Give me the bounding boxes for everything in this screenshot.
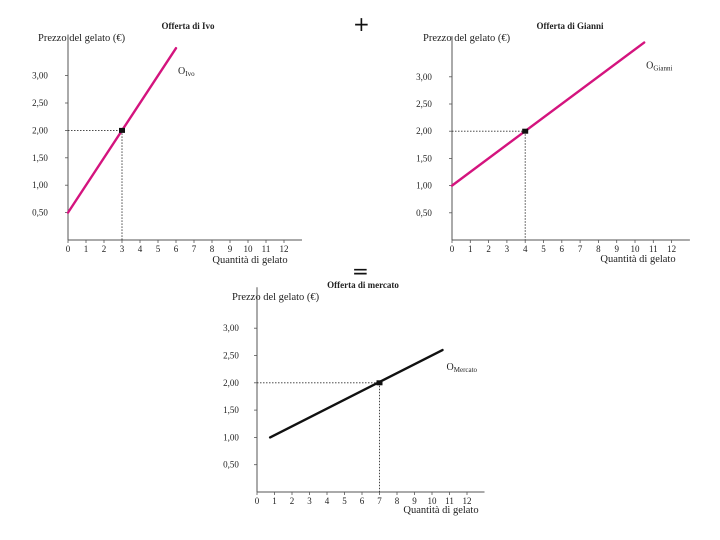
x-tick-label: 11 <box>262 244 271 254</box>
chart-title: Offerta di Gianni <box>537 21 604 31</box>
x-tick-label: 2 <box>486 244 491 254</box>
x-tick-label: 7 <box>578 244 583 254</box>
x-tick-label: 0 <box>66 244 71 254</box>
y-tick-label: 3,00 <box>416 72 432 82</box>
x-tick-label: 1 <box>468 244 473 254</box>
x-tick-label: 4 <box>138 244 143 254</box>
x-tick-label: 0 <box>255 496 260 506</box>
supply-curve-label: OGianni <box>646 61 672 73</box>
x-tick-label: 10 <box>428 496 438 506</box>
x-tick-label: 5 <box>541 244 546 254</box>
x-tick-label: 10 <box>631 244 641 254</box>
supply-curve-subscript: Mercato <box>454 366 478 374</box>
equilibrium-point <box>522 128 529 134</box>
y-tick-label: 1,00 <box>223 432 239 442</box>
x-tick-label: 4 <box>325 496 330 506</box>
x-tick-label: 8 <box>395 496 400 506</box>
chart-title: Offerta di mercato <box>327 280 399 290</box>
supply-curve <box>450 41 646 187</box>
supply-curve-subscript: Gianni <box>653 65 672 73</box>
y-tick-label: 0,50 <box>32 208 48 218</box>
x-tick-label: 2 <box>102 244 107 254</box>
x-tick-label: 8 <box>210 244 215 254</box>
y-tick-label: 3,00 <box>32 71 48 81</box>
y-tick-label: 0,50 <box>223 460 239 470</box>
x-tick-label: 9 <box>228 244 233 254</box>
supply-curve-label: OIvo <box>178 66 195 78</box>
y-axis-label: Prezzo del gelato (€) <box>38 33 126 44</box>
supply-curve-label: OMercato <box>447 362 478 374</box>
y-tick-label: 2,00 <box>416 126 432 136</box>
x-tick-label: 3 <box>120 244 125 254</box>
y-axis-label: Prezzo del gelato (€) <box>423 33 511 44</box>
x-tick-label: 9 <box>412 496 417 506</box>
x-tick-label: 6 <box>360 496 365 506</box>
x-tick-label: 1 <box>272 496 277 506</box>
x-tick-label: 9 <box>614 244 619 254</box>
y-tick-label: 2,50 <box>223 351 239 361</box>
x-tick-label: 3 <box>505 244 510 254</box>
y-tick-label: 1,00 <box>416 181 432 191</box>
y-axis-label: Prezzo del gelato (€) <box>232 292 320 303</box>
x-tick-label: 5 <box>156 244 161 254</box>
x-axis-label: Quantità di gelato <box>600 254 675 265</box>
y-tick-label: 2,50 <box>32 98 48 108</box>
supply-curve-subscript: Ivo <box>185 70 195 78</box>
x-tick-label: 12 <box>667 244 676 254</box>
plus-sign: + <box>353 12 370 36</box>
x-tick-label: 5 <box>342 496 347 506</box>
x-axis-label: Quantità di gelato <box>403 505 478 516</box>
gianni-supply-chart: Offerta di Gianni Prezzo del gelato (€) … <box>416 21 690 265</box>
x-tick-label: 0 <box>450 244 455 254</box>
y-tick-label: 2,00 <box>32 125 48 135</box>
x-tick-label: 7 <box>377 496 382 506</box>
equilibrium-point <box>376 380 383 386</box>
supply-curve <box>268 348 444 439</box>
y-tick-label: 1,50 <box>223 405 239 415</box>
x-tick-label: 1 <box>84 244 89 254</box>
y-tick-label: 0,50 <box>416 208 432 218</box>
y-tick-label: 1,00 <box>32 180 48 190</box>
y-tick-label: 3,00 <box>223 323 239 333</box>
x-tick-label: 7 <box>192 244 197 254</box>
y-tick-label: 2,50 <box>416 99 432 109</box>
x-tick-label: 10 <box>244 244 254 254</box>
y-tick-label: 1,50 <box>416 153 432 163</box>
equilibrium-point <box>119 127 125 133</box>
x-tick-label: 3 <box>307 496 312 506</box>
chart-title: Offerta di Ivo <box>162 21 215 31</box>
x-tick-label: 6 <box>560 244 565 254</box>
x-tick-label: 12 <box>463 496 472 506</box>
x-tick-label: 11 <box>445 496 454 506</box>
x-tick-label: 12 <box>280 244 289 254</box>
x-axis-label: Quantità di gelato <box>212 255 287 266</box>
market-supply-chart: Offerta di mercato Prezzo del gelato (€)… <box>223 280 485 516</box>
y-tick-label: 1,50 <box>32 153 48 163</box>
x-tick-label: 8 <box>596 244 601 254</box>
y-tick-label: 2,00 <box>223 378 239 388</box>
equals-sign: = <box>352 259 369 283</box>
x-tick-label: 11 <box>649 244 658 254</box>
x-tick-label: 6 <box>174 244 179 254</box>
ivo-supply-chart: Offerta di Ivo Prezzo del gelato (€) Qua… <box>32 21 302 266</box>
x-tick-label: 2 <box>290 496 295 506</box>
x-tick-label: 4 <box>523 244 528 254</box>
